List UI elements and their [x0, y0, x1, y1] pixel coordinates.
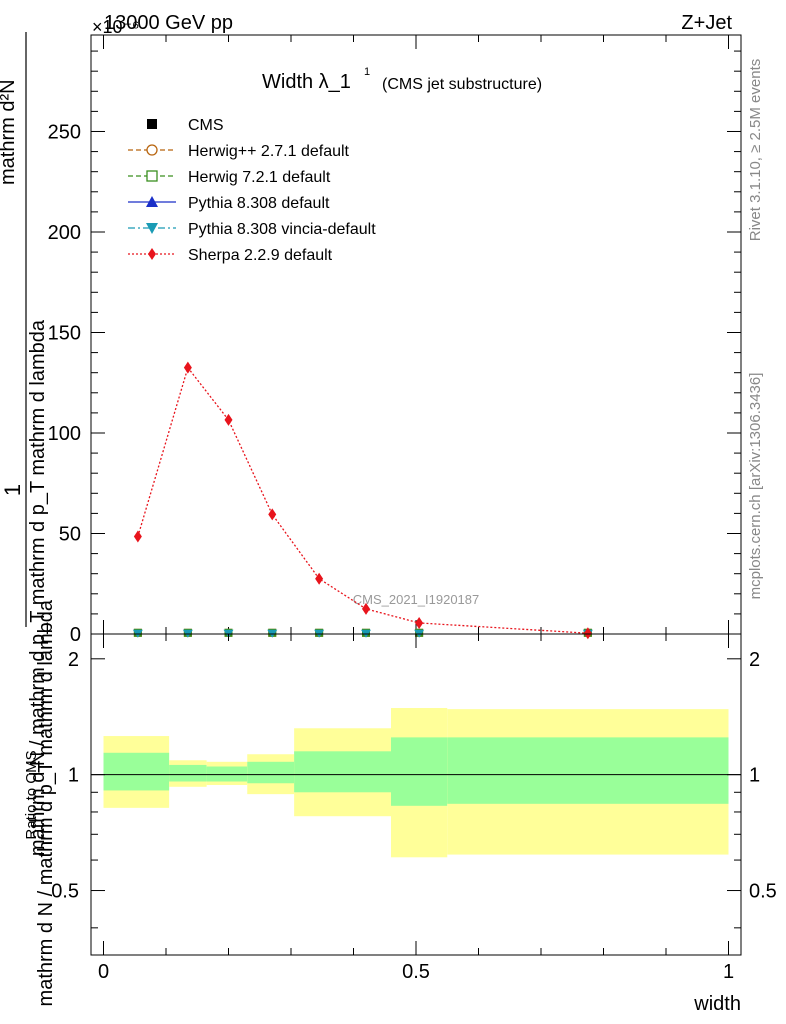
stat-uncertainty-band: [206, 766, 248, 782]
legend-label: Pythia 8.308 vincia-default: [188, 221, 376, 238]
legend-item: Herwig++ 2.7.1 default: [128, 143, 350, 160]
stat-uncertainty-band: [447, 737, 729, 804]
ratio-y-tick-label-right: 1: [749, 765, 760, 787]
ratio-y-tick-label-left: 2: [68, 649, 79, 671]
legend-item: CMS: [147, 117, 224, 134]
legend-label: CMS: [188, 117, 224, 134]
y-tick-label: 200: [48, 222, 81, 244]
ratio-y-tick-label-left: 0.5: [51, 881, 79, 903]
y-tick-label: 100: [48, 423, 81, 445]
ratio-y-tick-label-right: 2: [749, 649, 760, 671]
ratio-bands: [91, 708, 741, 858]
y-tick-label: 150: [48, 322, 81, 344]
ratio-xlabel: width: [693, 993, 741, 1015]
legend-marker-icon: [146, 170, 158, 182]
main-ylabel-line: mathrm d²N: [0, 79, 19, 185]
analysis-watermark: CMS_2021_I1920187: [353, 592, 480, 607]
ylabel-numerator: 1: [0, 484, 25, 496]
rivet-version-label: Rivet 3.1.10, ≥ 2.5M events: [747, 59, 764, 242]
legend-marker-icon: [146, 196, 158, 207]
legend-marker-icon: [146, 223, 158, 234]
ratio-y-tick-label-right: 0.5: [749, 881, 777, 903]
legend-marker-icon: [146, 144, 158, 156]
stat-uncertainty-band: [294, 751, 391, 793]
stat-uncertainty-band: [169, 764, 207, 782]
y-tick-label: 0: [70, 624, 81, 646]
legend-label: Herwig 7.2.1 default: [188, 169, 331, 186]
stat-uncertainty-band: [247, 761, 295, 784]
ratio-plot-frame: [90, 633, 742, 956]
sherpa-point: [315, 572, 324, 585]
legend-item: Herwig 7.2.1 default: [128, 169, 331, 186]
x-tick-label: 0: [98, 961, 109, 983]
sherpa-point: [224, 413, 233, 426]
main-ylabel-line: mathrm d N / mathrm d p_T mathrm d p_T m…: [27, 319, 49, 856]
sherpa-point: [183, 361, 192, 374]
sherpa-point: [268, 508, 277, 521]
header-left: 13000 GeV pp: [104, 12, 233, 34]
main-ylabel: mathrm d N / mathrm d p_T mathrm d lambd…: [0, 32, 57, 1006]
legend-item: Pythia 8.308 default: [128, 195, 330, 212]
stat-uncertainty-band: [103, 752, 170, 791]
sherpa-point: [133, 530, 142, 543]
ratio-ylabel: Ratio to CMS: [23, 750, 40, 839]
x-tick-label: 0.5: [402, 961, 430, 983]
y-tick-label: 250: [48, 121, 81, 143]
legend-label: Herwig++ 2.7.1 default: [188, 143, 350, 160]
legend-label: Sherpa 2.2.9 default: [188, 247, 333, 264]
y-tick-label: 50: [59, 523, 81, 545]
sherpa-point: [583, 627, 592, 640]
mcplots-reference-label: mcplots.cern.ch [arXiv:1306.3436]: [747, 373, 764, 600]
stat-uncertainty-band: [391, 737, 448, 806]
legend-item: Sherpa 2.2.9 default: [128, 247, 333, 264]
legend-item: Pythia 8.308 vincia-default: [128, 221, 376, 238]
sherpa-point: [362, 602, 370, 615]
ratio-axes: 0.5 0.5 1 1 2 2 0 0.5 1: [51, 634, 777, 983]
main-series: [132, 361, 593, 640]
plot-title-superscript: 1: [364, 66, 370, 78]
legend-marker-icon: [148, 248, 156, 260]
legend: CMS Herwig++ 2.7.1 default Herwig 7.2.1 de…: [128, 117, 376, 264]
x-tick-label: 1: [723, 961, 734, 983]
sherpa-point: [415, 616, 424, 629]
main-ylabel-line: mathrm d N / mathrm d p_T mathrm d lambd…: [35, 599, 57, 1006]
plot-subtitle: (CMS jet substructure): [382, 76, 542, 93]
header-right: Z+Jet: [681, 12, 732, 34]
plot-title: Width λ_1: [262, 71, 351, 93]
legend-label: Pythia 8.308 default: [188, 195, 330, 212]
exponent-label: ×10⁻⁶: [92, 17, 139, 37]
legend-marker-icon: [147, 119, 157, 129]
ratio-y-tick-label-left: 1: [68, 765, 79, 787]
